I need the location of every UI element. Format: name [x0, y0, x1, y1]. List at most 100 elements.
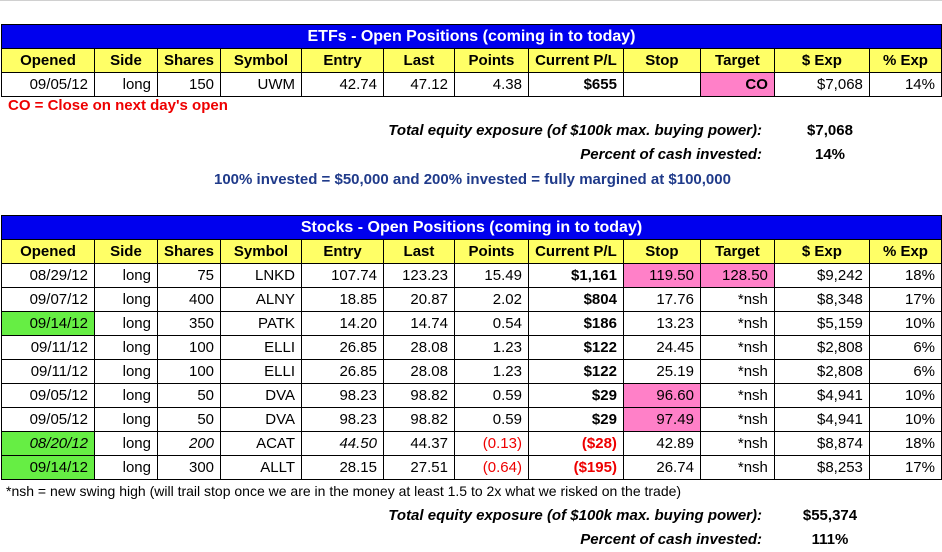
shares-cell: 400 [156, 287, 222, 312]
symbol-cell: DVA [220, 407, 302, 432]
points-cell: 0.59 [453, 407, 529, 432]
points-cell: (0.13) [453, 431, 529, 456]
pct-exp-cell: 6% [868, 359, 942, 384]
opened-cell: 08/20/12 [1, 431, 95, 456]
side-cell: long [93, 335, 158, 360]
pct-exp-cell: 18% [868, 431, 942, 456]
last-cell: 20.87 [382, 287, 455, 312]
col-header-shares: Shares [156, 239, 222, 264]
points-cell: 1.23 [453, 359, 529, 384]
target-cell: CO [699, 72, 775, 97]
symbol-cell: ACAT [220, 431, 302, 456]
side-cell: long [93, 455, 158, 480]
shares-cell: 200 [156, 431, 222, 456]
stocks-title-row: Stocks - Open Positions (coming in to to… [1, 215, 942, 240]
points-cell: 15.49 [453, 263, 529, 288]
pct-exp-cell: 17% [868, 455, 942, 480]
col-header-stop: Stop [622, 239, 701, 264]
table-row: 09/07/12 long 400 ALNY 18.85 20.87 2.02 … [1, 287, 942, 312]
points-cell: 0.54 [453, 311, 529, 336]
side-cell: long [93, 311, 158, 336]
dollar-exp-cell: $8,874 [773, 431, 870, 456]
table-row: 08/29/12 long 75 LNKD 107.74 123.23 15.4… [1, 263, 942, 288]
shares-cell: 350 [156, 311, 222, 336]
dollar-exp-cell: $7,068 [773, 72, 870, 97]
col-header-side: Side [93, 48, 158, 73]
entry-cell: 98.23 [301, 383, 384, 408]
opened-cell: 09/05/12 [1, 383, 95, 408]
table-row: 08/20/12 long 200 ACAT 44.50 44.37 (0.13… [1, 431, 942, 456]
pct-exp-cell: 10% [868, 407, 942, 432]
stop-cell: 24.45 [622, 335, 701, 360]
opened-cell: 09/14/12 [1, 455, 95, 480]
entry-cell: 26.85 [301, 335, 384, 360]
col-header-last: Last [382, 48, 455, 73]
etf-table-title: ETFs - Open Positions (coming in to toda… [1, 24, 942, 49]
col-header-symbol: Symbol [220, 239, 302, 264]
opened-cell: 09/11/12 [1, 335, 95, 360]
stocks-header-row: Opened Side Shares Symbol Entry Last Poi… [1, 239, 942, 264]
pl-cell: $804 [527, 287, 624, 312]
symbol-cell: ELLI [220, 359, 302, 384]
last-cell: 98.82 [382, 383, 455, 408]
pl-cell: $186 [527, 311, 624, 336]
stocks-table-title: Stocks - Open Positions (coming in to to… [1, 215, 942, 240]
target-cell: *nsh [699, 287, 775, 312]
dollar-exp-cell: $9,242 [773, 263, 870, 288]
stop-cell: 42.89 [622, 431, 701, 456]
shares-cell: 300 [156, 455, 222, 480]
table-row: 09/05/12 long 50 DVA 98.23 98.82 0.59 $2… [1, 407, 942, 432]
col-header-opened: Opened [1, 239, 95, 264]
table-row: 09/05/12 long 50 DVA 98.23 98.82 0.59 $2… [1, 383, 942, 408]
stop-cell: 119.50 [622, 263, 701, 288]
etf-table: ETFs - Open Positions (coming in to toda… [1, 24, 942, 97]
pct-exp-cell: 6% [868, 335, 942, 360]
col-header-entry: Entry [301, 48, 384, 73]
pl-cell: ($28) [527, 431, 624, 456]
side-cell: long [93, 287, 158, 312]
pl-cell: $122 [527, 359, 624, 384]
col-header-symbol: Symbol [220, 48, 302, 73]
col-header-stop: Stop [622, 48, 701, 73]
stocks-exposure-value: $55,374 [802, 507, 858, 524]
target-cell: *nsh [699, 455, 775, 480]
pl-cell: $29 [527, 383, 624, 408]
col-header-side: Side [93, 239, 158, 264]
pl-cell: $1,161 [527, 263, 624, 288]
side-cell: long [93, 431, 158, 456]
target-cell: 128.50 [699, 263, 775, 288]
points-cell: (0.64) [453, 455, 529, 480]
entry-cell: 26.85 [301, 359, 384, 384]
opened-cell: 09/07/12 [1, 287, 95, 312]
invested-note: 100% invested = $50,000 and 200% investe… [214, 171, 731, 188]
etf-exposure-value: $7,068 [807, 122, 853, 139]
dollar-exp-cell: $2,808 [773, 335, 870, 360]
stocks-table: Stocks - Open Positions (coming in to to… [1, 215, 942, 480]
shares-cell: 50 [156, 383, 222, 408]
pct-exp-cell: 17% [868, 287, 942, 312]
col-header-last: Last [382, 239, 455, 264]
dollar-exp-cell: $4,941 [773, 407, 870, 432]
co-note: CO = Close on next day's open [8, 97, 228, 114]
side-cell: long [93, 383, 158, 408]
entry-cell: 42.74 [301, 72, 384, 97]
col-header-target: Target [699, 48, 775, 73]
opened-cell: 08/29/12 [1, 263, 95, 288]
table-row: 09/05/12 long 150 UWM 42.74 47.12 4.38 $… [1, 72, 942, 97]
side-cell: long [93, 407, 158, 432]
last-cell: 27.51 [382, 455, 455, 480]
last-cell: 28.08 [382, 335, 455, 360]
opened-cell: 09/14/12 [1, 311, 95, 336]
col-header-shares: Shares [156, 48, 222, 73]
dollar-exp-cell: $5,159 [773, 311, 870, 336]
points-cell: 2.02 [453, 287, 529, 312]
col-header-pct-exp: % Exp [868, 239, 942, 264]
target-cell: *nsh [699, 311, 775, 336]
points-cell: 4.38 [453, 72, 529, 97]
pct-exp-cell: 14% [868, 72, 942, 97]
dollar-exp-cell: $4,941 [773, 383, 870, 408]
nsh-note: *nsh = new swing high (will trail stop o… [6, 483, 682, 499]
col-header-target: Target [699, 239, 775, 264]
last-cell: 47.12 [382, 72, 455, 97]
stop-cell: 97.49 [622, 407, 701, 432]
